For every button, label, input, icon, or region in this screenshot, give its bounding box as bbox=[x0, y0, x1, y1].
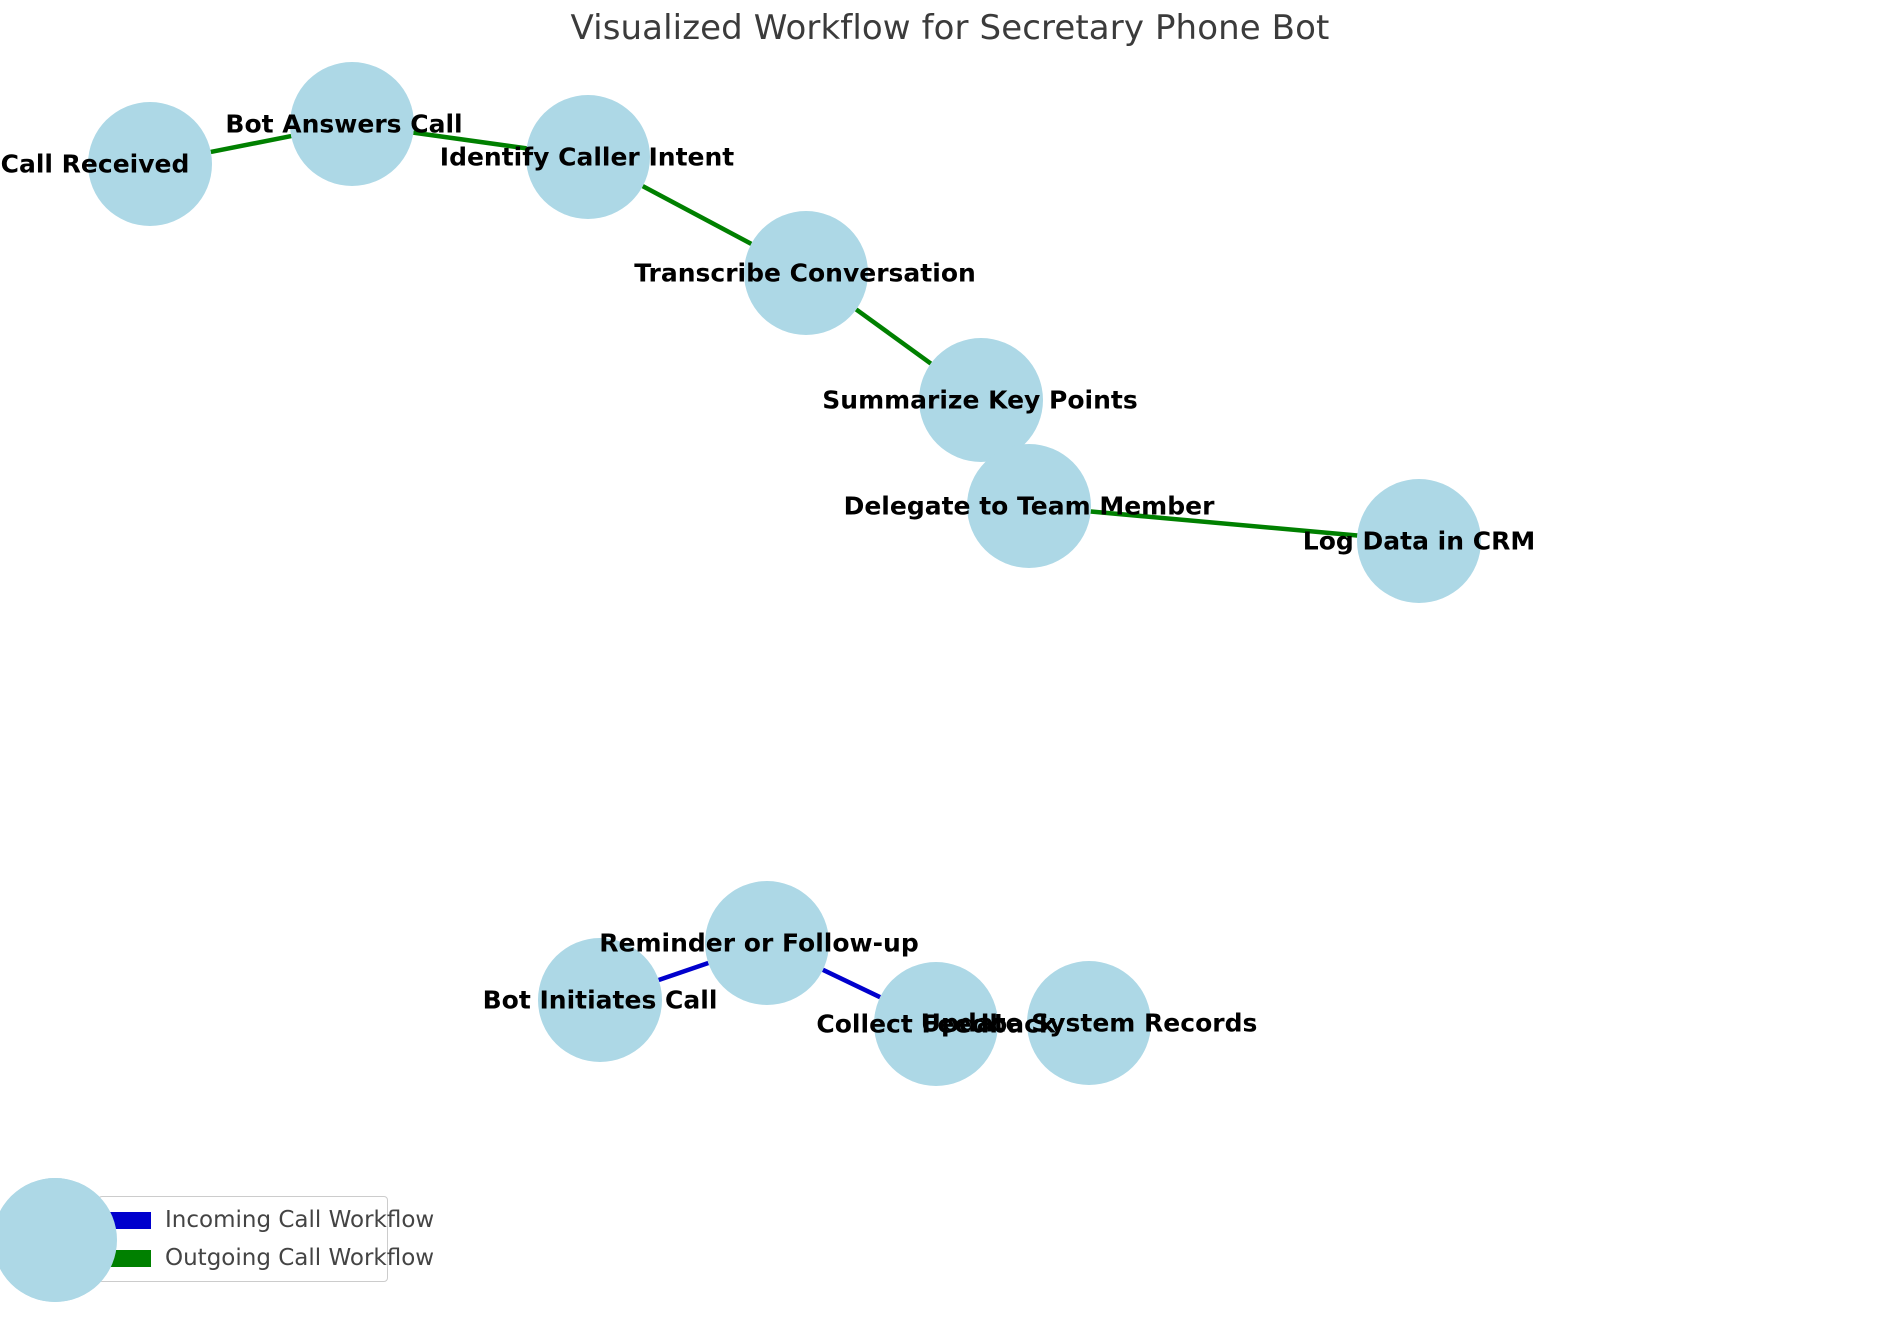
edge-identify-caller-intent-to-transcribe-conversation bbox=[641, 184, 753, 246]
node-update-system-records[interactable] bbox=[1027, 961, 1151, 1085]
node-bot-answers-call[interactable] bbox=[290, 62, 414, 186]
legend-label-outgoing: Outgoing Call Workflow bbox=[165, 1245, 435, 1271]
node-reminder-or-follow-up[interactable] bbox=[705, 881, 829, 1005]
nodes-group bbox=[0, 62, 1481, 1302]
edge-reminder-or-follow-up-to-collect-feedback bbox=[821, 967, 882, 1000]
node-delegate-to-team-member[interactable] bbox=[967, 444, 1091, 568]
legend: Incoming Call Workflow Outgoing Call Wor… bbox=[98, 1196, 434, 1282]
node-bot-initiates-call[interactable] bbox=[538, 938, 662, 1062]
legend-item-incoming[interactable]: Incoming Call Workflow bbox=[109, 1201, 434, 1239]
node-log-data-in-crm[interactable] bbox=[1357, 479, 1481, 603]
legend-swatch-incoming bbox=[109, 1211, 151, 1229]
node-transcribe-conversation[interactable] bbox=[744, 211, 868, 335]
node-collect-feedback[interactable] bbox=[874, 962, 998, 1086]
edge-bot-initiates-call-to-reminder-or-follow-up bbox=[657, 960, 710, 983]
node-identify-caller-intent[interactable] bbox=[526, 95, 650, 219]
edge-bot-answers-call-to-identify-caller-intent bbox=[413, 130, 527, 151]
edge-call-received-to-bot-answers-call bbox=[210, 133, 292, 155]
node-call-received[interactable] bbox=[88, 102, 212, 226]
legend-swatch-outgoing bbox=[109, 1249, 151, 1267]
edges-group bbox=[210, 130, 1358, 1000]
legend-item-outgoing[interactable]: Outgoing Call Workflow bbox=[109, 1239, 434, 1277]
legend-label-incoming: Incoming Call Workflow bbox=[165, 1207, 435, 1233]
node-summarize-key-points[interactable] bbox=[919, 338, 1043, 462]
edge-transcribe-conversation-to-summarize-key-points bbox=[854, 307, 933, 366]
page-title: Visualized Workflow for Secretary Phone … bbox=[570, 8, 1330, 48]
edge-delegate-to-team-member-to-log-data-in-crm bbox=[1090, 509, 1358, 538]
